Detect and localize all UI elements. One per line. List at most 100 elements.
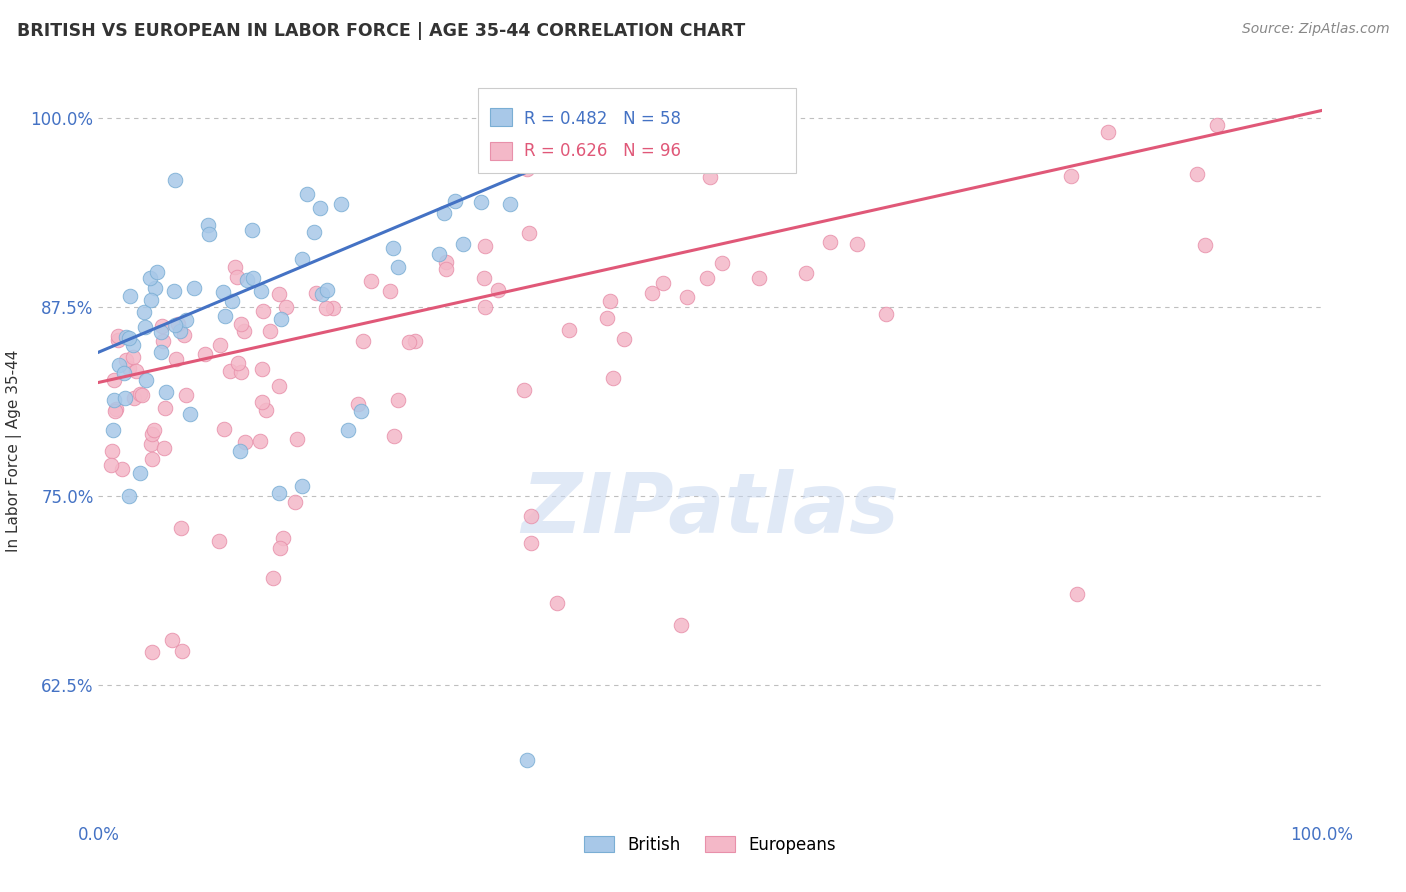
Point [212,422,235,436]
FancyBboxPatch shape [489,108,512,126]
Point [104,402,127,417]
Point [267,379,290,393]
Point [291,252,314,267]
Point [174,388,197,402]
Point [380,285,402,299]
Point [111,462,134,476]
Point [141,452,163,467]
Point [212,285,235,299]
Point [434,262,457,277]
Point [387,392,409,407]
Point [250,362,273,376]
Point [302,225,325,239]
Point [118,489,141,503]
Point [250,284,273,298]
Point [160,632,183,647]
Point [486,283,509,297]
Point [676,289,699,303]
Point [276,300,298,314]
Point [101,423,124,437]
Point [470,194,492,209]
Point [143,423,166,437]
Point [382,429,405,443]
Point [101,443,124,458]
Point [444,194,467,208]
Point [118,331,141,345]
Point [309,201,332,215]
Point [1066,587,1088,601]
Text: BRITISH VS EUROPEAN IN LABOR FORCE | AGE 35-44 CORRELATION CHART: BRITISH VS EUROPEAN IN LABOR FORCE | AGE… [17,22,745,40]
Point [696,271,718,285]
Point [228,443,250,458]
Point [506,118,529,132]
Point [641,286,664,301]
Point [229,317,252,331]
Point [1206,118,1229,132]
Point [794,266,817,280]
Point [208,534,231,549]
Point [519,536,541,550]
Point [114,391,136,405]
Point [174,313,197,327]
Point [167,318,190,332]
Text: R = 0.482   N = 58: R = 0.482 N = 58 [524,110,681,128]
Point [233,324,256,338]
Point [360,274,382,288]
Point [607,95,630,110]
Point [630,95,652,110]
Point [613,333,636,347]
Point [558,323,581,337]
Point [242,223,264,237]
Point [214,309,236,323]
Point [117,361,139,376]
Point [315,301,337,315]
Point [233,434,256,449]
Point [267,286,290,301]
Point [152,334,174,348]
Point [242,271,264,285]
Point [347,397,370,411]
Point [633,153,655,168]
Point [249,434,271,449]
Point [221,293,243,308]
Point [433,206,456,220]
Point [269,486,291,500]
Point [515,753,537,767]
Point [474,300,496,314]
Point [262,571,284,585]
Point [139,293,162,308]
Point [112,366,135,380]
Point [692,95,714,110]
Point [291,479,314,493]
Point [336,424,359,438]
Point [305,285,328,300]
Point [295,186,318,201]
Point [748,271,770,285]
Point [285,432,308,446]
Point [513,383,536,397]
Point [226,269,249,284]
Point [150,326,173,340]
Point [315,283,337,297]
Point [163,172,186,186]
Point [141,426,163,441]
Point [129,386,152,401]
Point [100,458,122,473]
Text: Source: ZipAtlas.com: Source: ZipAtlas.com [1241,22,1389,37]
Point [382,241,405,255]
Point [517,227,540,241]
Point [689,103,711,117]
Point [197,227,219,241]
Point [134,320,156,334]
Point [229,366,252,380]
Point [122,338,145,352]
Point [602,371,624,385]
Point [434,255,457,269]
Point [124,391,146,405]
Point [107,329,129,343]
Point [208,338,231,352]
Point [153,401,176,415]
Point [165,318,187,332]
Point [236,273,259,287]
Point [107,358,129,372]
